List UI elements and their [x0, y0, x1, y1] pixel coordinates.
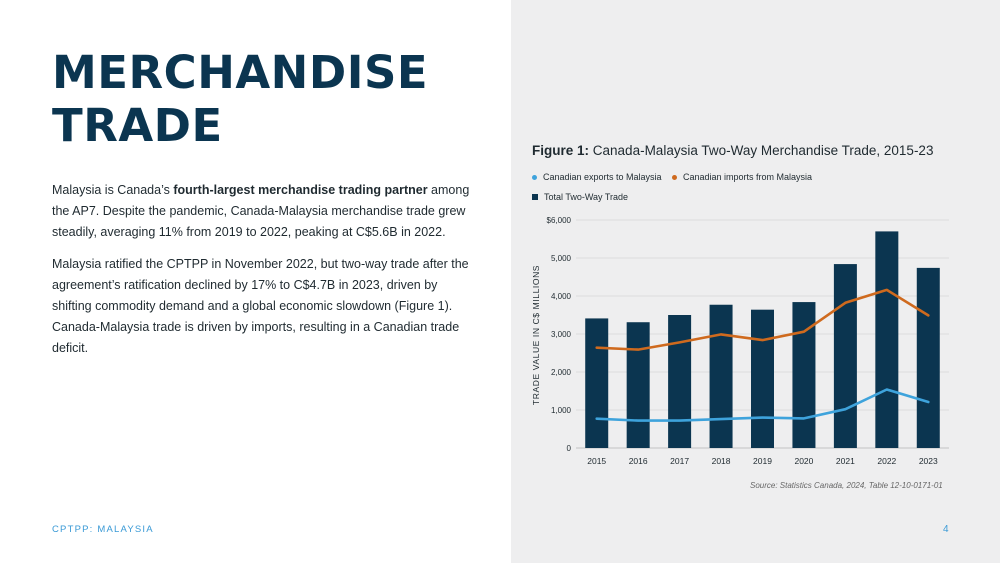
line-imports: [595, 288, 930, 351]
paragraph-2: Malaysia ratified the CPTPP in November …: [52, 257, 469, 355]
bar-total-2015: [585, 318, 609, 448]
figure-title: Figure 1: Canada-Malaysia Two-Way Mercha…: [532, 143, 933, 158]
source-note: Source: Statistics Canada, 2024, Table 1…: [750, 481, 943, 490]
x-tick-label: 2021: [836, 456, 855, 466]
legend-exports: Canadian exports to Malaysia: [532, 172, 662, 182]
x-tick-label: 2018: [712, 456, 731, 466]
y-axis-label: TRADE VALUE IN C$ MILLIONS: [531, 265, 541, 405]
title-line-2: TRADE: [52, 99, 223, 152]
legend-total-marker: [532, 194, 538, 200]
bar-total-2016: [626, 322, 650, 448]
paragraph-1-bold: fourth-largest merchandise trading partn…: [173, 183, 428, 197]
x-tick-label: 2016: [629, 456, 648, 466]
legend-imports: Canadian imports from Malaysia: [672, 172, 812, 182]
y-tick-label: 3,000: [551, 330, 572, 339]
y-tick-label: 1,000: [551, 406, 572, 415]
title-line-1: MERCHANDISE: [52, 46, 429, 99]
x-tick-label: 2022: [877, 456, 896, 466]
y-tick-label: 0: [567, 444, 572, 453]
x-tick-label: 2015: [587, 456, 606, 466]
bar-total-2020: [792, 302, 816, 448]
figure-title-text: Canada-Malaysia Two-Way Merchandise Trad…: [592, 143, 934, 158]
paragraph-1-end: among the AP7. Despite the pandemic, Can…: [52, 183, 470, 239]
x-tick-label: 2019: [753, 456, 772, 466]
x-tick-label: 2017: [670, 456, 689, 466]
x-tick-label: 2020: [794, 456, 813, 466]
legend-imports-label: Canadian imports from Malaysia: [683, 172, 813, 182]
figure-label: Figure 1:: [532, 143, 590, 158]
legend-exports-marker: [532, 174, 537, 180]
bar-total-2017: [668, 315, 692, 448]
y-tick-label: 4,000: [551, 292, 572, 301]
paragraph-1-start: Malaysia is Canada’s: [52, 183, 174, 197]
page-title: MERCHANDISE TRADE: [52, 46, 428, 152]
y-tick-label: 5,000: [551, 254, 572, 263]
x-axis-ticks: 2015 2016 2017 2018 2019 2020 2021 2022 2023: [587, 456, 938, 466]
paragraph-1: Malaysia is Canada’s fourth-largest merc…: [52, 180, 472, 243]
chart-lines: [595, 288, 930, 422]
bar-total-2023: [916, 267, 940, 448]
legend-total-label: Total Two-Way Trade: [544, 192, 629, 202]
bar-total-2019: [751, 309, 774, 448]
legend-total: Total Two-Way Trade: [532, 192, 628, 202]
footer-label: CPTPP: MALAYSIA: [52, 524, 154, 535]
y-tick-label: 2,000: [551, 368, 572, 377]
y-tick-label: $6,000: [547, 216, 572, 225]
x-tick-label: 2023: [919, 456, 938, 466]
bar-total-2022: [875, 231, 899, 448]
legend-imports-marker: [672, 174, 677, 180]
bar-total-2021: [833, 264, 857, 448]
page-number: 4: [943, 524, 949, 535]
legend-exports-label: Canadian exports to Malaysia: [543, 172, 662, 182]
bar-total-2018: [709, 304, 733, 448]
y-axis-ticks: 0 1,000 2,000 3,000 4,000 5,000 $6,000: [547, 216, 572, 453]
